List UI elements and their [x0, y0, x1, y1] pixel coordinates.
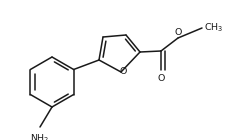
Text: NH$_2$: NH$_2$: [30, 133, 50, 140]
Text: CH$_3$: CH$_3$: [204, 22, 223, 34]
Text: O: O: [119, 67, 126, 76]
Text: O: O: [174, 28, 182, 37]
Text: O: O: [157, 74, 165, 83]
